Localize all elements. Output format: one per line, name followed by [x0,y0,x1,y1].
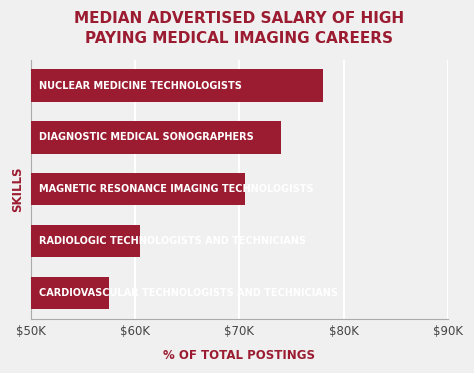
X-axis label: % OF TOTAL POSTINGS: % OF TOTAL POSTINGS [164,349,316,362]
Bar [31,225,140,257]
Text: CARDIOVASCULAR TECHNOLOGISTS AND TECHNICIANS: CARDIOVASCULAR TECHNOLOGISTS AND TECHNIC… [39,288,338,298]
Bar [31,277,109,309]
Bar [31,69,323,101]
Text: MAGNETIC RESONANCE IMAGING TECHNOLOGISTS: MAGNETIC RESONANCE IMAGING TECHNOLOGISTS [39,184,314,194]
Bar [31,121,281,154]
Text: RADIOLOGIC TECHNOLOGISTS AND TECHNICIANS: RADIOLOGIC TECHNOLOGISTS AND TECHNICIANS [39,236,306,246]
Bar [31,173,245,206]
Title: MEDIAN ADVERTISED SALARY OF HIGH
PAYING MEDICAL IMAGING CAREERS: MEDIAN ADVERTISED SALARY OF HIGH PAYING … [74,11,404,46]
Text: NUCLEAR MEDICINE TECHNOLOGISTS: NUCLEAR MEDICINE TECHNOLOGISTS [39,81,242,91]
Text: DIAGNOSTIC MEDICAL SONOGRAPHERS: DIAGNOSTIC MEDICAL SONOGRAPHERS [39,132,254,142]
Y-axis label: SKILLS: SKILLS [11,167,24,212]
